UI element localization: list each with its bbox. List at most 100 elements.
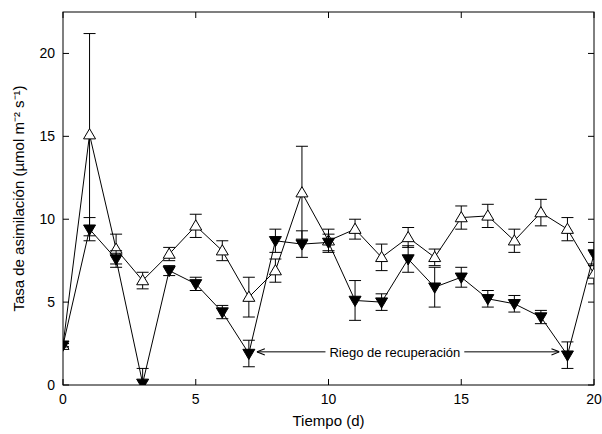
marker bbox=[137, 275, 149, 285]
error-cap bbox=[296, 230, 308, 231]
error-cap bbox=[216, 260, 228, 261]
marker bbox=[482, 295, 494, 305]
marker bbox=[63, 341, 69, 351]
error-bar bbox=[296, 231, 308, 258]
error-cap bbox=[110, 234, 122, 235]
marker bbox=[216, 308, 228, 318]
x-tick bbox=[63, 379, 64, 385]
marker bbox=[402, 231, 414, 241]
error-cap bbox=[190, 237, 202, 238]
error-bar bbox=[137, 272, 149, 289]
x-tick-label: 20 bbox=[586, 391, 602, 407]
error-cap bbox=[429, 267, 441, 268]
error-bar bbox=[455, 206, 467, 229]
marker bbox=[508, 300, 520, 310]
error-cap bbox=[535, 199, 547, 200]
marker bbox=[84, 129, 96, 139]
marker bbox=[190, 280, 202, 290]
error-cap bbox=[190, 277, 202, 278]
marker bbox=[269, 265, 281, 275]
error-bar bbox=[482, 204, 494, 227]
marker bbox=[455, 273, 467, 283]
x-tick bbox=[195, 379, 196, 385]
x-tick bbox=[328, 379, 329, 385]
error-cap bbox=[376, 310, 388, 311]
error-bar bbox=[243, 277, 255, 317]
error-bar bbox=[535, 310, 547, 323]
marker bbox=[376, 298, 388, 308]
error-cap bbox=[376, 244, 388, 245]
y-tick bbox=[63, 385, 69, 386]
error-cap bbox=[243, 277, 255, 278]
error-bar bbox=[402, 246, 414, 273]
error-cap bbox=[110, 250, 122, 251]
error-cap bbox=[323, 229, 335, 230]
error-cap bbox=[429, 307, 441, 308]
marker bbox=[84, 225, 96, 235]
chart: 0510152005101520Tiempo (d)Tasa de asimil… bbox=[0, 0, 602, 434]
marker bbox=[216, 245, 228, 255]
marker bbox=[163, 266, 175, 276]
error-bar bbox=[190, 277, 202, 290]
error-bar bbox=[508, 229, 520, 252]
marker bbox=[323, 238, 335, 248]
annotation-arrow bbox=[257, 351, 326, 352]
x-tick-top bbox=[328, 12, 329, 18]
error-cap bbox=[243, 317, 255, 318]
error-bar bbox=[561, 342, 573, 369]
error-bar bbox=[455, 267, 467, 287]
marker bbox=[376, 251, 388, 261]
y-tick-right bbox=[588, 219, 594, 220]
error-cap bbox=[455, 205, 467, 206]
error-cap bbox=[137, 288, 149, 289]
plot-frame bbox=[63, 12, 594, 385]
y-tick-label: 15 bbox=[39, 128, 55, 144]
error-cap bbox=[402, 227, 414, 228]
error-bar bbox=[296, 146, 308, 239]
marker bbox=[163, 248, 175, 258]
x-tick bbox=[461, 379, 462, 385]
y-tick bbox=[63, 136, 69, 137]
y-tick-label: 0 bbox=[47, 377, 55, 393]
error-bar bbox=[349, 219, 361, 239]
error-cap bbox=[349, 280, 361, 281]
error-bar bbox=[376, 244, 388, 271]
marker bbox=[296, 187, 308, 197]
marker bbox=[588, 250, 594, 260]
marker bbox=[455, 212, 467, 222]
error-cap bbox=[535, 310, 547, 311]
error-cap bbox=[402, 272, 414, 273]
y-tick-right bbox=[588, 53, 594, 54]
error-cap bbox=[429, 249, 441, 250]
error-cap bbox=[588, 265, 594, 266]
y-tick-label: 10 bbox=[39, 211, 55, 227]
error-cap bbox=[561, 341, 573, 342]
y-tick-right bbox=[588, 136, 594, 137]
x-tick-top bbox=[461, 12, 462, 18]
series-line bbox=[63, 135, 594, 346]
error-bar bbox=[110, 251, 122, 268]
error-cap bbox=[561, 368, 573, 369]
marker bbox=[243, 291, 255, 301]
error-bar bbox=[535, 199, 547, 226]
error-cap bbox=[561, 217, 573, 218]
marker bbox=[535, 313, 547, 323]
marker bbox=[429, 251, 441, 261]
marker bbox=[296, 240, 308, 250]
y-axis-label: Tasa de asimilación (µmol m⁻² s⁻¹) bbox=[10, 85, 27, 311]
error-bar bbox=[137, 368, 149, 385]
error-cap bbox=[296, 146, 308, 147]
error-cap bbox=[588, 242, 594, 243]
x-tick-label: 15 bbox=[453, 391, 469, 407]
annotation-arrow bbox=[464, 351, 559, 352]
y-tick-right bbox=[588, 385, 594, 386]
plot-data bbox=[63, 34, 594, 385]
error-cap bbox=[561, 240, 573, 241]
error-cap bbox=[376, 270, 388, 271]
error-bar bbox=[243, 340, 255, 367]
error-cap bbox=[190, 214, 202, 215]
error-cap bbox=[216, 305, 228, 306]
error-bar bbox=[588, 242, 594, 265]
y-tick-label: 5 bbox=[47, 294, 55, 310]
error-cap bbox=[84, 217, 96, 218]
